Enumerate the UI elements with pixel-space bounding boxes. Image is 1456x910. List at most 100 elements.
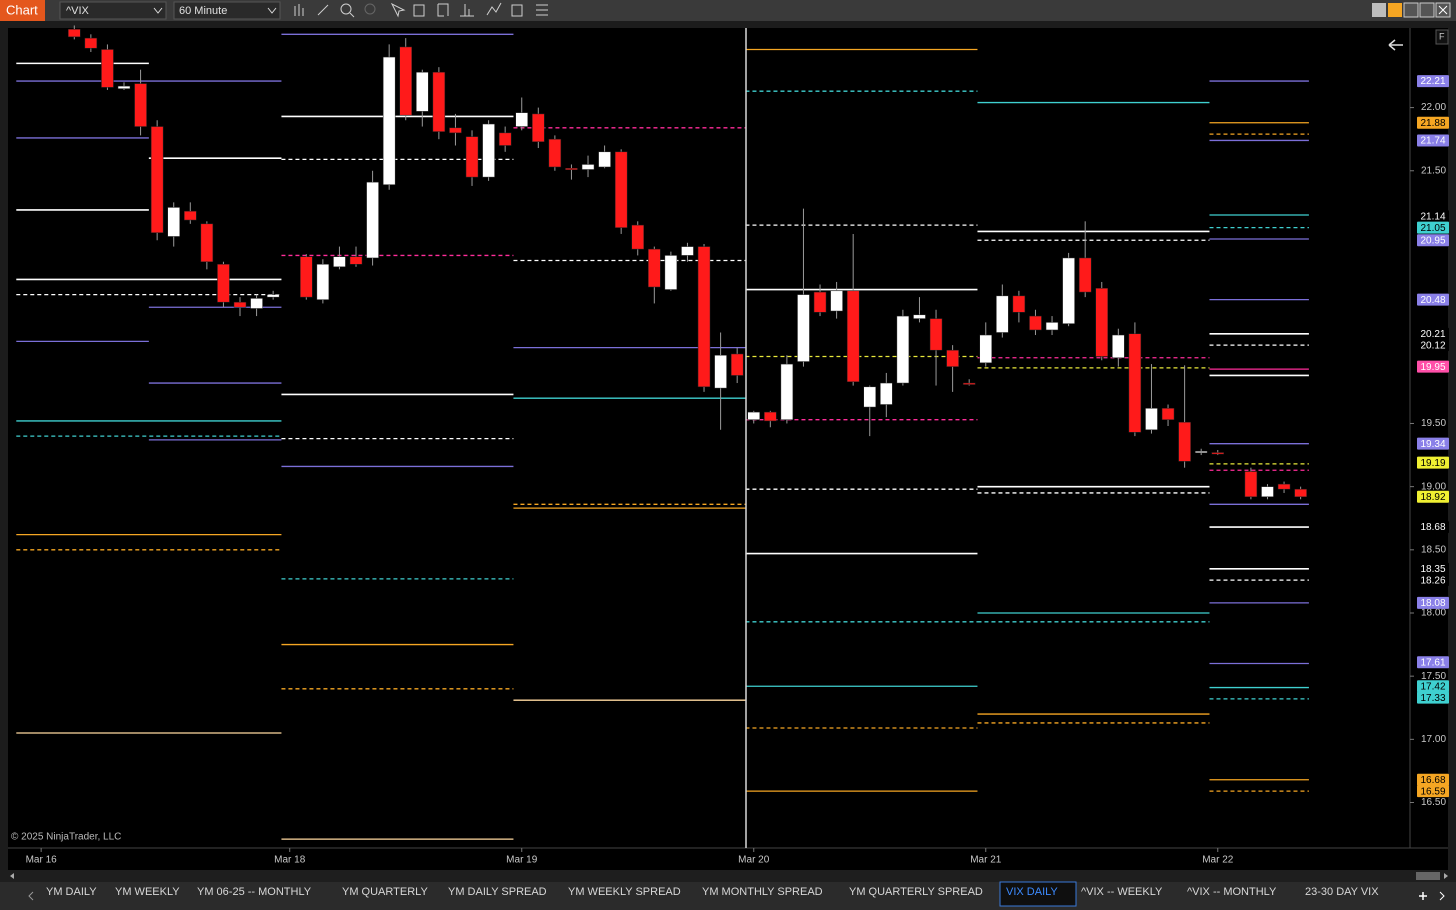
candle-body xyxy=(697,246,711,388)
candle-body xyxy=(134,83,147,127)
candle-body xyxy=(1277,483,1291,490)
price-label: 18.68 xyxy=(1420,522,1445,533)
price-label: 16.68 xyxy=(1420,775,1445,786)
candle-body xyxy=(1244,471,1258,498)
candle-body xyxy=(1078,257,1092,293)
candle-body xyxy=(846,290,860,383)
candle-body xyxy=(465,136,479,178)
price-label: 18.26 xyxy=(1420,575,1445,586)
x-tick-label: Mar 21 xyxy=(970,855,1002,866)
candle-body xyxy=(548,138,562,168)
candle-body xyxy=(515,112,528,127)
price-label-bg xyxy=(1417,562,1449,575)
toolbar-icons[interactable] xyxy=(294,2,548,18)
price-label: 21.14 xyxy=(1420,211,1445,222)
candle-body xyxy=(962,382,976,385)
price-label: 18.92 xyxy=(1420,492,1445,503)
price-label-bg xyxy=(1417,75,1449,88)
scroll-left[interactable] xyxy=(10,873,14,879)
tab[interactable]: YM WEEKLY xyxy=(115,886,180,898)
tab-scroll[interactable] xyxy=(28,891,34,901)
price-label-bg xyxy=(1417,691,1449,704)
tab[interactable]: 23-30 DAY VIX xyxy=(1305,886,1379,898)
minimize-btn[interactable] xyxy=(1403,2,1419,18)
candle-body xyxy=(664,255,678,290)
candle-body xyxy=(200,223,214,262)
tab-active[interactable]: VIX DAILY xyxy=(1006,886,1058,898)
candle-body xyxy=(1194,451,1208,454)
price-label: 20.21 xyxy=(1420,329,1445,340)
candle-body xyxy=(68,29,81,38)
back-arrow[interactable] xyxy=(1388,39,1403,51)
candle-body xyxy=(797,294,810,362)
price-label: 21.74 xyxy=(1420,136,1445,147)
frame xyxy=(0,28,8,870)
instrument-select[interactable] xyxy=(59,1,167,20)
price-label-bg xyxy=(1417,656,1449,669)
tab[interactable]: ^VIX -- WEEKLY xyxy=(1081,886,1163,898)
candle-body xyxy=(432,71,446,132)
price-label: 19.95 xyxy=(1420,362,1445,373)
add-tab[interactable] xyxy=(1419,892,1427,900)
y-tick-label: 16.50 xyxy=(1421,797,1446,808)
scrollbar[interactable] xyxy=(0,870,1456,882)
tab-bar xyxy=(0,882,1456,910)
candle-body xyxy=(532,113,545,142)
maximize-btn[interactable] xyxy=(1419,2,1435,18)
tab[interactable]: YM DAILY SPREAD xyxy=(448,886,547,898)
tab[interactable]: YM 06-25 -- MONTHLY xyxy=(197,886,312,898)
toolbar: Chart ^VIX 60 Minute xyxy=(0,0,1456,21)
candle-body xyxy=(333,256,346,268)
scroll-thumb[interactable] xyxy=(1416,872,1440,880)
candle-body xyxy=(681,246,694,256)
candle-body xyxy=(1161,408,1175,420)
candle-body xyxy=(233,301,247,308)
tab[interactable]: YM WEEKLY SPREAD xyxy=(568,886,681,898)
price-label-bg xyxy=(1417,574,1449,587)
tab-scroll[interactable] xyxy=(1439,891,1445,901)
candle-body xyxy=(1178,421,1191,462)
candle-body xyxy=(167,207,180,237)
candle-body xyxy=(598,151,611,168)
dropdown-arrow xyxy=(267,7,277,14)
y-tick-label: 22.00 xyxy=(1421,102,1446,113)
candle-body xyxy=(184,210,197,221)
y-tick-label: 17.50 xyxy=(1421,671,1446,682)
price-label-bg xyxy=(1417,221,1449,234)
candle-body xyxy=(747,411,760,420)
price-label-bg xyxy=(1417,521,1449,534)
price-label: 18.08 xyxy=(1420,598,1445,609)
y-tick-label: 21.50 xyxy=(1421,165,1446,176)
window-btn[interactable] xyxy=(1388,3,1402,17)
tab[interactable]: YM MONTHLY SPREAD xyxy=(702,886,823,898)
tabs: YM DAILY YM WEEKLY YM 06-25 -- MONTHLY YM Q… xyxy=(46,881,1379,907)
price-label-bg xyxy=(1417,437,1449,450)
candle-body xyxy=(316,264,330,300)
tab[interactable]: YM QUARTERLY xyxy=(342,886,428,898)
candle-body xyxy=(416,71,429,112)
interval-select[interactable] xyxy=(173,1,281,20)
tab[interactable]: ^VIX -- MONTHLY xyxy=(1187,886,1277,898)
candle-body xyxy=(1062,257,1075,324)
candle-body xyxy=(1261,486,1274,498)
corner-box[interactable] xyxy=(1435,29,1449,45)
window-btn[interactable] xyxy=(1372,3,1386,17)
price-label-bg xyxy=(1417,134,1449,147)
candle-body xyxy=(482,123,495,178)
candle-body xyxy=(648,248,661,288)
candle-body xyxy=(565,167,578,170)
price-label: 20.95 xyxy=(1420,235,1445,246)
instrument-label: ^VIX xyxy=(66,5,90,17)
tab[interactable]: YM DAILY xyxy=(46,886,97,898)
y-tick-label: 17.00 xyxy=(1421,734,1446,745)
candle-body xyxy=(631,224,644,250)
tab[interactable]: YM QUARTERLY SPREAD xyxy=(849,886,983,898)
price-label-bg xyxy=(1417,596,1449,609)
scroll-right[interactable] xyxy=(1444,873,1448,879)
candle-body xyxy=(150,126,164,233)
candle-body xyxy=(382,56,396,185)
candle-body xyxy=(1045,322,1059,331)
price-label-bg xyxy=(1417,293,1449,306)
candle-body xyxy=(896,315,910,384)
